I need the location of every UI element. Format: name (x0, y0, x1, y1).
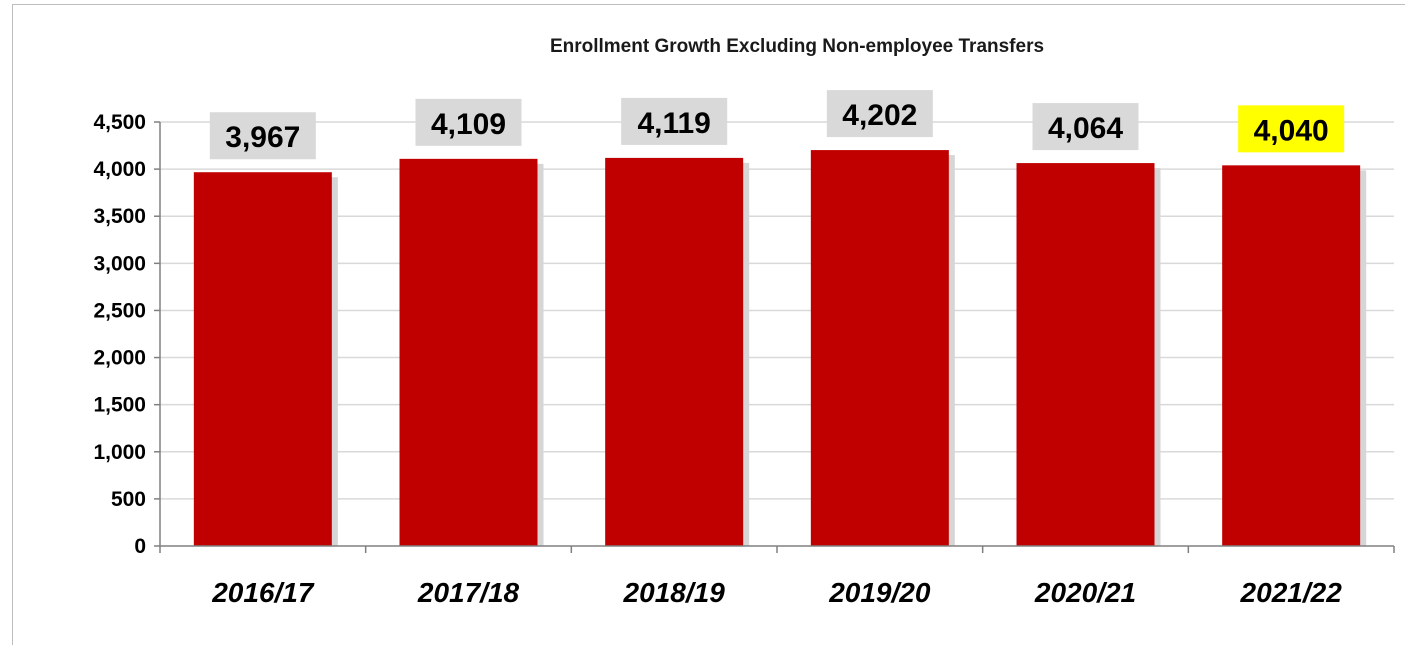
x-tick-label: 2018/19 (623, 577, 726, 608)
bars (193, 150, 1367, 547)
x-tick-label: 2021/22 (1240, 577, 1343, 608)
y-tick-label: 2,000 (93, 347, 146, 370)
data-labels: 3,967 4,109 4,119 4,202 4,064 4,040 (209, 90, 1345, 160)
data-label-box (415, 98, 522, 146)
gridlines (160, 121, 1394, 500)
y-tick-label: 3,500 (93, 205, 146, 228)
chart-title: Enrollment Growth Excluding Non-employee… (550, 36, 1044, 57)
x-tick-label: 2016/17 (211, 577, 315, 608)
y-tick-label: 1,000 (93, 441, 146, 464)
data-label: 4,202 (842, 99, 917, 132)
data-label: 3,967 (225, 121, 300, 154)
y-tick-label: 500 (111, 488, 146, 511)
data-label-box (1032, 103, 1139, 151)
data-label: 4,119 (637, 107, 710, 140)
y-tick-label: 4,500 (93, 111, 146, 134)
data-label-box (826, 90, 933, 138)
bar-2017/18 (399, 158, 538, 546)
x-axis: 2016/17 2017/18 2018/19 2019/20 2020/21 2021/… (159, 545, 1395, 608)
x-tick-label: 2019/20 (828, 577, 931, 608)
y-tick-label: 4,000 (93, 158, 146, 181)
y-tick-label: 2,500 (93, 299, 146, 322)
bar-2018/19 (605, 157, 744, 546)
data-label-box (621, 97, 728, 145)
y-tick-label: 0 (134, 535, 146, 558)
data-label-box (209, 112, 316, 160)
bar-2019/20 (810, 150, 949, 546)
data-label: 4,064 (1048, 112, 1123, 145)
data-label: 4,109 (431, 108, 506, 141)
bar-2020/21 (1016, 163, 1155, 547)
data-label: 4,040 (1254, 114, 1329, 147)
x-tick-label: 2020/21 (1034, 577, 1136, 608)
y-tick-label: 1,500 (93, 394, 146, 417)
bar-2021/22 (1222, 165, 1361, 546)
data-label-box (1238, 105, 1345, 153)
x-tick-label: 2017/18 (417, 577, 520, 608)
bar-2016/17 (193, 172, 332, 546)
y-tick-label: 3,000 (93, 252, 146, 275)
y-axis: 0 500 1,000 1,500 2,000 2,500 3,000 3,500 4,000 4… (93, 111, 161, 558)
